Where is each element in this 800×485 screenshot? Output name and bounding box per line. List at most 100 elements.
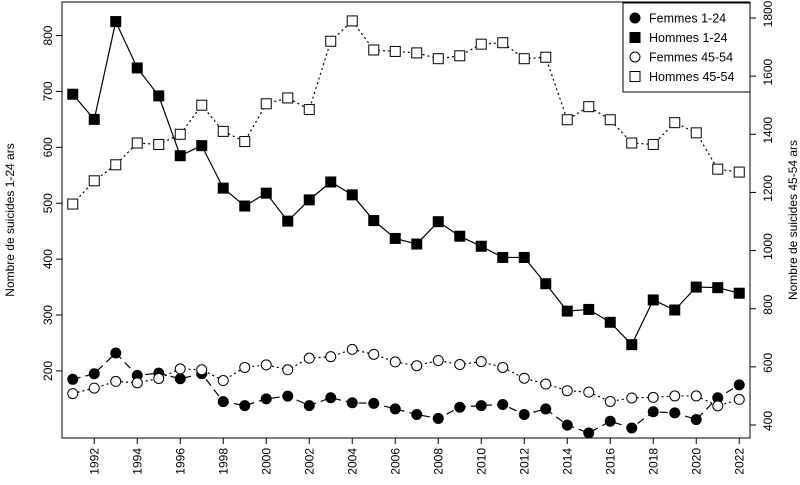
point-2-13 [346, 343, 358, 355]
point-1-27 [647, 294, 659, 306]
legend-marker-0 [629, 12, 641, 24]
y-left-tick-label: 700 [41, 81, 55, 101]
x-tick-label: 2012 [517, 448, 531, 475]
point-3-6 [196, 99, 208, 111]
point-2-1 [88, 382, 100, 394]
x-tick-label: 2010 [474, 448, 488, 475]
point-3-12 [325, 35, 337, 47]
series-2 [67, 343, 745, 412]
point-3-14 [368, 44, 380, 56]
point-2-0 [67, 388, 79, 400]
point-2-12 [325, 351, 337, 363]
point-0-14 [368, 397, 380, 409]
point-1-30 [712, 282, 724, 294]
legend-marker-3 [629, 71, 641, 82]
x-tick-label: 1998 [216, 448, 230, 475]
point-3-27 [647, 138, 659, 150]
point-2-31 [733, 393, 745, 405]
y-right-tick-label: 600 [761, 353, 775, 373]
legend-label: Femmes 1-24 [649, 12, 726, 26]
point-2-27 [647, 391, 659, 403]
point-3-18 [454, 50, 466, 62]
point-0-8 [239, 400, 251, 412]
y-left-tick-label: 800 [41, 25, 55, 45]
point-1-13 [346, 189, 358, 201]
point-3-29 [690, 127, 702, 139]
point-1-22 [540, 278, 552, 290]
left-axis: 200 300 400 500 600 700 800 [41, 25, 62, 381]
point-3-28 [669, 117, 681, 129]
x-tick-label: 1994 [130, 448, 144, 475]
x-tick-label: 2022 [732, 448, 746, 475]
point-0-27 [647, 406, 659, 418]
point-0-5 [174, 373, 186, 385]
point-2-5 [174, 363, 186, 375]
point-3-16 [411, 47, 423, 59]
point-2-2 [110, 375, 122, 387]
point-2-9 [260, 359, 272, 371]
point-1-23 [561, 305, 573, 317]
point-1-4 [153, 90, 165, 102]
point-3-17 [432, 53, 444, 65]
point-2-20 [497, 361, 509, 373]
point-0-11 [303, 400, 315, 412]
point-0-15 [389, 403, 401, 415]
point-2-19 [475, 356, 487, 368]
point-1-25 [604, 316, 616, 328]
point-1-1 [88, 113, 100, 125]
point-1-24 [583, 303, 595, 315]
point-0-29 [690, 414, 702, 426]
point-2-29 [690, 390, 702, 402]
series-line-2 [72, 348, 740, 407]
point-3-4 [153, 138, 165, 150]
point-2-16 [411, 360, 423, 372]
point-1-21 [518, 251, 530, 263]
legend-label: Hommes 45-54 [649, 70, 734, 84]
point-2-6 [196, 364, 208, 376]
point-0-13 [346, 397, 358, 409]
point-3-7 [217, 125, 229, 137]
point-0-2 [110, 347, 122, 359]
y-left-tick-label: 400 [41, 249, 55, 269]
y-axis-right-label: Nombre de suicides 45-54 ars [786, 140, 800, 300]
point-3-20 [497, 37, 509, 49]
y-left-tick-label: 500 [41, 193, 55, 213]
y-left-tick-label: 300 [41, 305, 55, 325]
point-1-19 [475, 240, 487, 252]
point-1-14 [368, 215, 380, 227]
point-0-24 [583, 427, 595, 439]
point-3-19 [475, 38, 487, 50]
right-axis: 400 600 800 1000 1200 1400 1600 1800 [750, 0, 775, 431]
point-1-20 [497, 251, 509, 263]
point-1-28 [669, 304, 681, 316]
point-3-21 [518, 53, 530, 65]
y-left-tick-label: 600 [41, 137, 55, 157]
point-1-16 [411, 238, 423, 250]
point-0-0 [67, 373, 79, 385]
point-3-8 [239, 136, 251, 148]
series-1 [67, 16, 745, 351]
point-0-17 [432, 412, 444, 424]
point-3-26 [626, 137, 638, 149]
x-tick-label: 2020 [689, 448, 703, 475]
y-right-tick-label: 800 [761, 294, 775, 314]
point-2-10 [282, 364, 294, 376]
point-1-18 [454, 230, 466, 242]
point-0-31 [733, 379, 745, 391]
point-3-0 [67, 198, 79, 210]
legend-box [622, 2, 751, 93]
point-2-28 [669, 390, 681, 402]
point-3-1 [88, 175, 100, 187]
point-2-14 [368, 348, 380, 360]
point-2-3 [131, 377, 143, 389]
point-0-22 [540, 403, 552, 415]
legend-marker-1 [629, 32, 641, 43]
point-1-8 [239, 200, 251, 212]
point-0-1 [88, 368, 100, 380]
x-tick-label: 1996 [173, 448, 187, 475]
point-1-6 [196, 140, 208, 152]
point-2-8 [239, 361, 251, 373]
y-axis-left-label: Nombre de suicides 1-24 ars [3, 143, 17, 296]
point-3-5 [174, 128, 186, 140]
point-1-17 [432, 216, 444, 228]
